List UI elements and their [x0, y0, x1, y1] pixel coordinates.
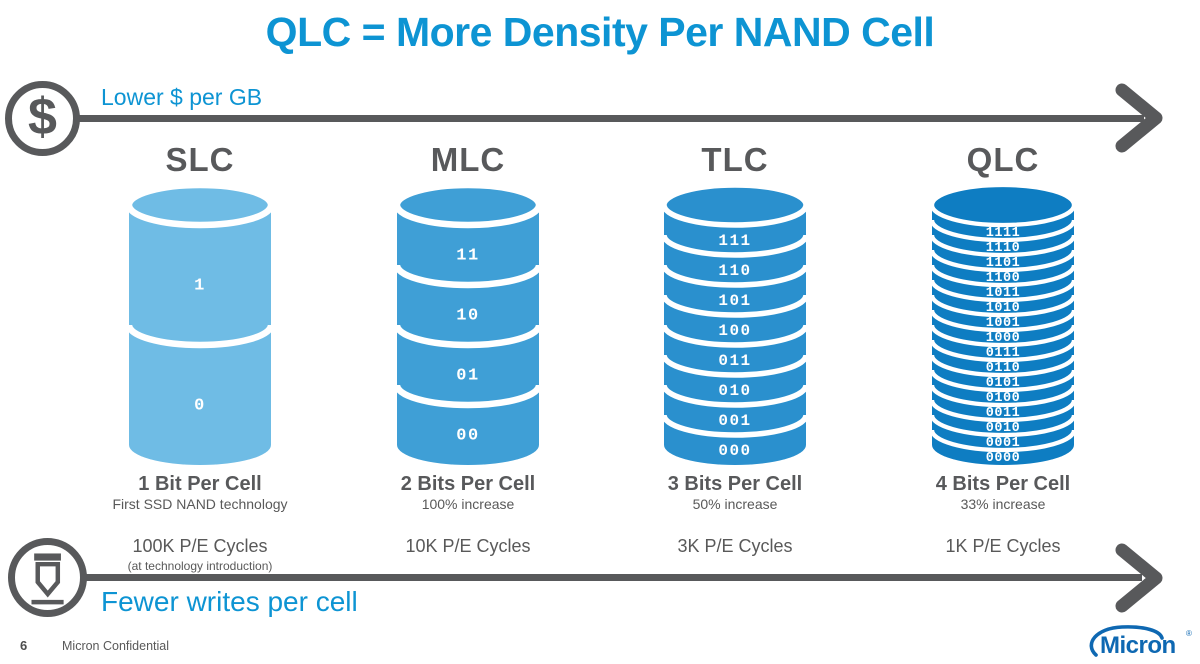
micron-logo-text: Micron	[1100, 632, 1176, 659]
bits-per-cell-label: 3 Bits Per Cell	[667, 473, 803, 495]
segment-label: 111	[718, 232, 751, 250]
segment-label: 101	[718, 292, 751, 310]
qlc-cylinder-graphic: 1111 1110 1101 1100 1011 1010 1001 1000 0111 0110…	[928, 182, 1078, 471]
arrowhead-icon	[1115, 543, 1163, 613]
segment-label: 1111	[986, 226, 1020, 241]
segment-label: 110	[718, 262, 751, 280]
page-title: QLC = More Density Per NAND Cell	[265, 9, 935, 55]
segment-label: 0000	[986, 451, 1020, 466]
page-number: 6	[20, 638, 28, 653]
dollar-symbol: $	[28, 88, 57, 146]
cylinder-svg: 1111111011011100101110101001100001110110…	[929, 182, 1077, 466]
mlc-cylinder-graphic: 11 10 01 00	[393, 181, 543, 471]
tlc-cylinder-graphic: 111 110 101 100 011 010 001 000	[660, 182, 810, 471]
cylinder-svg: 10	[125, 181, 275, 465]
bottom-axis-arrow-line	[80, 574, 1142, 581]
segment-label: 1010	[986, 301, 1020, 316]
nand-column-mlc: MLC 11 10 01 00 2 Bits Per Cell 100% increa…	[334, 142, 602, 587]
bits-subtext: 33% increase	[960, 496, 1046, 512]
segment-label: 0	[194, 397, 206, 416]
nand-column-qlc: QLC 1111 1110 1101 1100 1011 1010 1001 1000 0111…	[869, 142, 1137, 587]
confidential-label: Micron Confidential	[62, 639, 169, 653]
segment-label: 011	[718, 352, 751, 370]
segment-label: 1110	[986, 241, 1020, 256]
segment-label: 00	[456, 427, 479, 446]
segment-label: 0101	[986, 376, 1020, 391]
pen-glyph	[30, 552, 64, 604]
bits-per-cell-label: 2 Bits Per Cell	[400, 473, 536, 495]
bits-subtext: 100% increase	[421, 496, 515, 512]
segment-label: 1001	[986, 316, 1020, 331]
segment-label: 01	[456, 367, 479, 386]
segment-label: 11	[456, 247, 479, 266]
segment-label: 10	[456, 307, 479, 326]
dollar-icon: $	[5, 81, 80, 156]
bits-per-cell-label: 4 Bits Per Cell	[935, 473, 1071, 495]
segment-label: 1	[194, 277, 206, 296]
cell-type-title: QLC	[966, 141, 1040, 178]
pe-cycles-label: 10K P/E Cycles	[405, 536, 531, 556]
pen-icon	[8, 538, 87, 617]
pe-cycles-label: 100K P/E Cycles	[132, 536, 268, 556]
bits-per-cell-label: 1 Bit Per Cell	[138, 473, 262, 495]
bottom-axis-label: Fewer writes per cell	[101, 586, 358, 617]
segment-label: 1000	[986, 331, 1020, 346]
nand-column-tlc: TLC 111 110 101 100 011 010 001 000 3 Bits Per …	[601, 142, 869, 587]
segment-label: 100	[718, 322, 751, 340]
bits-subtext: First SSD NAND technology	[112, 496, 288, 512]
bits-subtext: 50% increase	[692, 496, 778, 512]
pe-cycles-label: 3K P/E Cycles	[677, 536, 793, 556]
segment-label: 1101	[986, 256, 1020, 271]
top-axis-arrow-line	[74, 115, 1144, 122]
arrowhead-icon	[1115, 83, 1163, 153]
cell-type-title: SLC	[165, 141, 235, 178]
segment-label: 010	[718, 382, 751, 400]
segment-label: 1011	[986, 286, 1020, 301]
segment-label: 0100	[986, 391, 1020, 406]
pe-cycles-label: 1K P/E Cycles	[945, 536, 1061, 556]
segment-label: 000	[718, 442, 751, 460]
micron-logo: Micron ®	[1089, 625, 1192, 659]
segment-label: 0001	[986, 436, 1020, 451]
top-axis-label: Lower $ per GB	[101, 84, 263, 110]
segment-label: 0111	[986, 346, 1020, 361]
segment-label: 0110	[986, 361, 1020, 376]
segment-label: 0010	[986, 421, 1020, 436]
segment-label: 001	[718, 412, 751, 430]
cylinder-svg: 111 110 101 100 011 010 001 000	[661, 182, 809, 465]
pe-cycles-note: (at technology introduction)	[127, 559, 273, 573]
registered-mark: ®	[1186, 629, 1192, 638]
segment-label: 0011	[986, 406, 1020, 421]
cell-type-title: TLC	[701, 141, 769, 178]
segment-label: 1100	[986, 271, 1020, 286]
cylinder-svg: 11 10 01 00	[393, 181, 543, 465]
cell-type-title: MLC	[430, 141, 506, 178]
